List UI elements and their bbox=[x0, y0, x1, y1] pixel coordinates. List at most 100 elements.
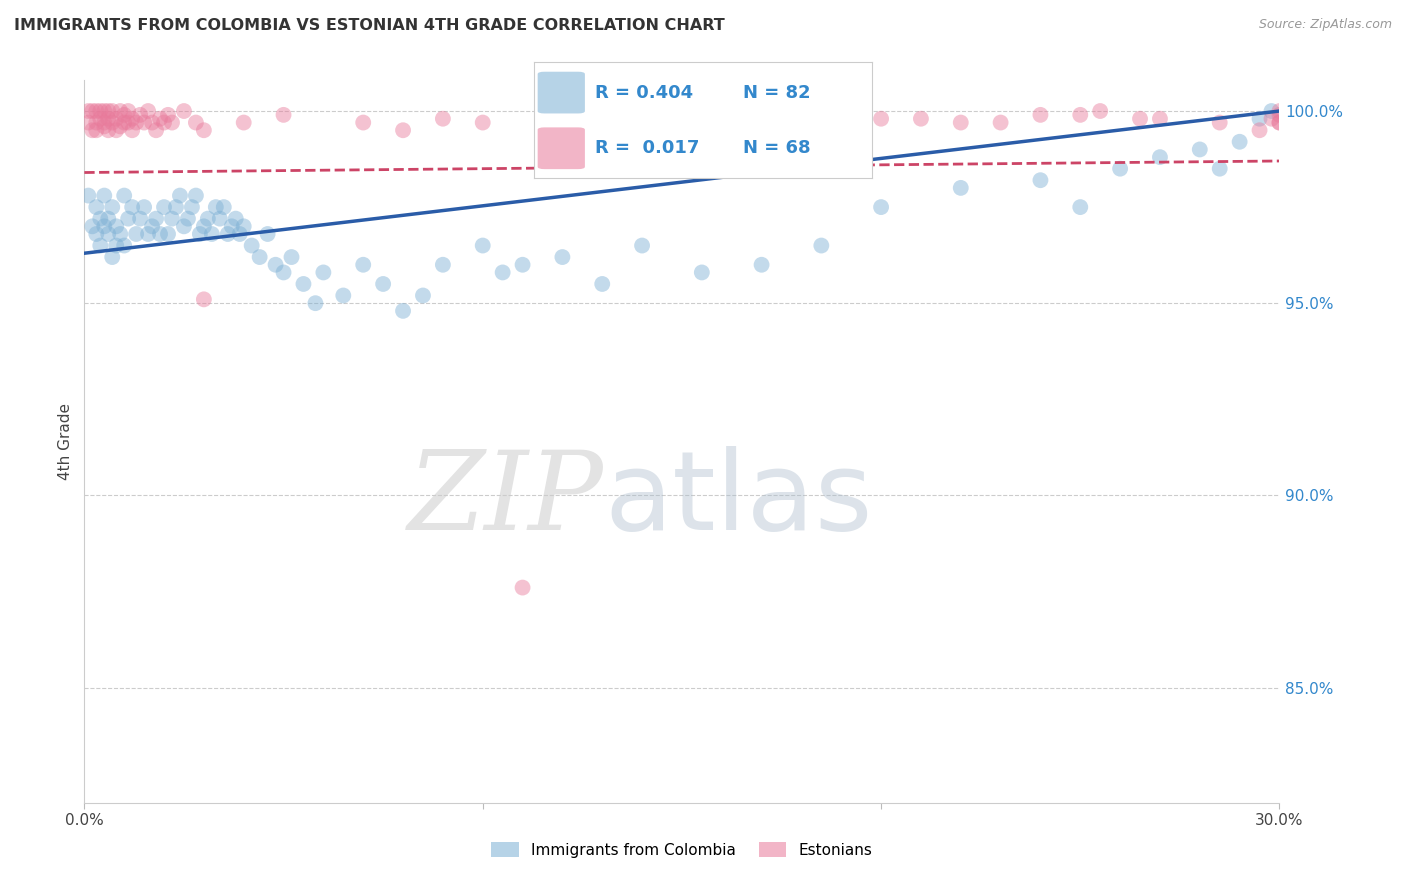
Point bbox=[93, 103, 115, 118]
Point bbox=[173, 219, 195, 234]
Point bbox=[1188, 143, 1211, 157]
Point bbox=[232, 115, 254, 129]
Point bbox=[132, 200, 156, 214]
Point bbox=[97, 112, 120, 126]
Point bbox=[193, 123, 215, 137]
Point bbox=[132, 115, 156, 129]
Point bbox=[1260, 112, 1282, 126]
Point bbox=[249, 250, 271, 264]
Point bbox=[86, 123, 108, 137]
Point bbox=[1069, 108, 1091, 122]
Point bbox=[392, 304, 415, 318]
Point bbox=[232, 219, 254, 234]
Point bbox=[117, 115, 139, 129]
FancyBboxPatch shape bbox=[537, 128, 585, 169]
Point bbox=[110, 227, 132, 241]
Point bbox=[229, 227, 252, 241]
Point bbox=[810, 238, 832, 252]
Point bbox=[280, 250, 302, 264]
Point bbox=[97, 103, 120, 118]
Point bbox=[157, 108, 180, 122]
Point bbox=[105, 123, 128, 137]
Point bbox=[184, 188, 207, 202]
Text: ZIP: ZIP bbox=[408, 446, 605, 553]
Point bbox=[273, 108, 295, 122]
Point bbox=[512, 581, 534, 595]
Point bbox=[86, 227, 108, 241]
Point bbox=[1029, 108, 1052, 122]
Point bbox=[432, 112, 454, 126]
Point bbox=[93, 115, 115, 129]
Point bbox=[651, 112, 673, 126]
Point bbox=[990, 115, 1012, 129]
Point bbox=[432, 258, 454, 272]
Point bbox=[177, 211, 200, 226]
Point bbox=[184, 115, 207, 129]
Point bbox=[208, 211, 231, 226]
Point bbox=[471, 115, 494, 129]
Point bbox=[105, 219, 128, 234]
Point bbox=[591, 108, 613, 122]
Point bbox=[160, 115, 183, 129]
Point bbox=[1029, 173, 1052, 187]
Point bbox=[169, 188, 191, 202]
Point bbox=[110, 103, 132, 118]
Point bbox=[870, 200, 893, 214]
Point bbox=[212, 200, 235, 214]
Point bbox=[141, 219, 163, 234]
Point bbox=[312, 265, 335, 279]
Point bbox=[949, 115, 972, 129]
Point bbox=[217, 227, 239, 241]
Point bbox=[89, 238, 111, 252]
Point bbox=[1249, 123, 1271, 137]
Text: N = 82: N = 82 bbox=[744, 84, 811, 102]
Point bbox=[173, 103, 195, 118]
Point bbox=[93, 188, 115, 202]
Point bbox=[97, 211, 120, 226]
Point bbox=[193, 219, 215, 234]
FancyBboxPatch shape bbox=[537, 71, 585, 113]
Point bbox=[125, 115, 148, 129]
Point bbox=[1268, 108, 1291, 122]
Point bbox=[1268, 115, 1291, 129]
Point bbox=[77, 103, 100, 118]
Point bbox=[412, 288, 434, 302]
Point bbox=[1109, 161, 1132, 176]
Point bbox=[256, 227, 278, 241]
Point bbox=[352, 258, 374, 272]
Point bbox=[129, 108, 152, 122]
Point bbox=[910, 112, 932, 126]
Point bbox=[710, 115, 733, 129]
Point bbox=[89, 211, 111, 226]
Y-axis label: 4th Grade: 4th Grade bbox=[58, 403, 73, 480]
Point bbox=[101, 115, 124, 129]
Text: R = 0.404: R = 0.404 bbox=[595, 84, 693, 102]
Point bbox=[240, 238, 263, 252]
Text: R =  0.017: R = 0.017 bbox=[595, 139, 699, 157]
Point bbox=[121, 123, 143, 137]
Point bbox=[125, 227, 148, 241]
Point bbox=[1268, 103, 1291, 118]
Point bbox=[89, 103, 111, 118]
Point bbox=[292, 277, 315, 291]
Point bbox=[1209, 161, 1232, 176]
Point bbox=[205, 200, 228, 214]
Point bbox=[1129, 112, 1152, 126]
Point bbox=[221, 219, 243, 234]
Point bbox=[101, 200, 124, 214]
Point bbox=[1249, 112, 1271, 126]
Point bbox=[1149, 112, 1171, 126]
Point bbox=[86, 115, 108, 129]
Point bbox=[201, 227, 224, 241]
Point bbox=[1229, 135, 1251, 149]
Point bbox=[332, 288, 354, 302]
Point bbox=[82, 103, 104, 118]
Point bbox=[512, 258, 534, 272]
Point bbox=[225, 211, 247, 226]
Point bbox=[790, 108, 813, 122]
Point bbox=[352, 115, 374, 129]
Point bbox=[82, 219, 104, 234]
Point bbox=[949, 181, 972, 195]
Point bbox=[264, 258, 287, 272]
Point bbox=[304, 296, 326, 310]
